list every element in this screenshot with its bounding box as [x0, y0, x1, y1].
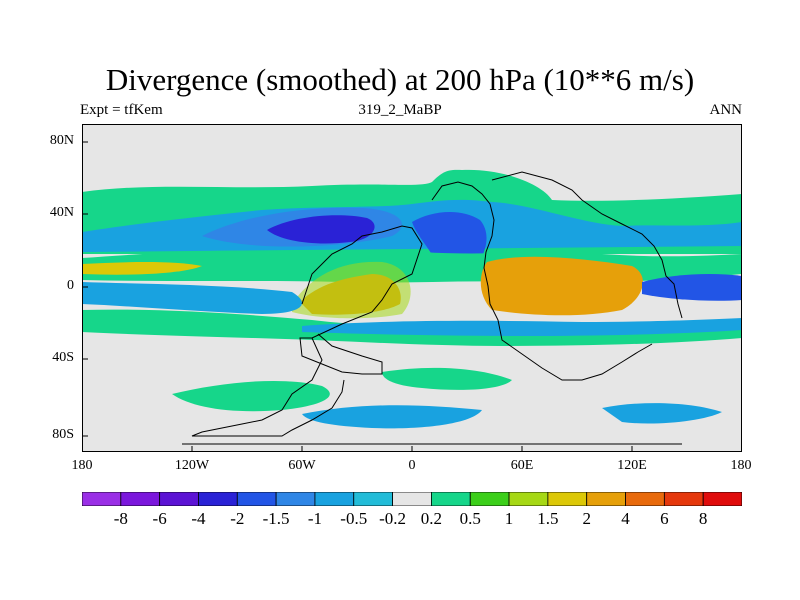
colorbar-label: 0.2: [420, 509, 443, 528]
colorbar-label: -4: [191, 509, 206, 528]
colorbar-box: [198, 492, 238, 506]
contour-indian-ocean-orange: [480, 256, 643, 316]
experiment-label: Expt = tfKem: [80, 102, 163, 118]
colorbar-box: [663, 492, 704, 506]
colorbar-box: [586, 492, 626, 506]
colorbar-label: -2: [230, 509, 245, 528]
colorbar-box: [236, 492, 277, 506]
x-tick-label: 180: [71, 458, 93, 473]
coastline-asia: [491, 171, 683, 319]
colorbar: [82, 492, 742, 506]
contour-pacific-equatorial-blue: [642, 274, 742, 301]
season-label: ANN: [709, 102, 743, 118]
coastline-europe-africa: [431, 181, 653, 381]
colorbar-box: [82, 492, 122, 506]
colorbar-box: [314, 492, 355, 506]
colorbar-box: [275, 492, 316, 506]
y-tick-label: 80S: [52, 427, 74, 442]
colorbar-label: -8: [113, 509, 128, 528]
x-tick-label: 60E: [510, 458, 534, 473]
colorbar-box: [353, 492, 393, 506]
colorbar-label: 1.5: [537, 509, 559, 528]
contour-north-dark-core: [267, 215, 375, 244]
contour-atlantic-yellow: [292, 261, 411, 319]
contour-south-pacific-blue: [302, 403, 722, 429]
colorbar-label: 2: [582, 509, 591, 528]
x-tick-label: 120E: [617, 458, 647, 473]
colorbar-label: 6: [660, 509, 669, 528]
colorbar-box: [547, 492, 588, 506]
y-tick-label: 40N: [49, 205, 74, 220]
contour-southern-green-patches: [172, 367, 512, 412]
colorbar-box: [469, 492, 510, 506]
y-tick-label: 40S: [52, 350, 74, 365]
divergence-map: [82, 124, 742, 452]
colorbar-box: [431, 492, 471, 506]
contour-pacific-blue: [82, 282, 302, 314]
colorbar-box: [702, 492, 742, 506]
colorbar-label: -0.5: [340, 509, 368, 528]
colorbar-box: [508, 492, 549, 506]
colorbar-label: -0.2: [379, 509, 407, 528]
colorbar-box: [159, 492, 199, 506]
coastline-americas: [299, 225, 423, 375]
colorbar-box: [392, 492, 432, 506]
colorbar-label: 4: [621, 509, 630, 528]
colorbar-box: [625, 492, 665, 506]
colorbar-label: 0.5: [459, 509, 481, 528]
x-tick-label: 0: [408, 458, 416, 473]
x-tick-label: 120W: [174, 458, 210, 473]
map-title: Divergence (smoothed) at 200 hPa (10**6 …: [105, 62, 695, 97]
axis-ticks: [82, 141, 633, 452]
y-tick-label: 0: [67, 278, 74, 293]
colorbar-label: 8: [698, 509, 708, 528]
x-tick-label: 60W: [288, 458, 316, 473]
colorbar-box: [120, 492, 161, 506]
case-label: 319_2_MaBP: [358, 102, 442, 118]
coastlines: [182, 171, 683, 445]
contour-equatorial-yellow: [82, 262, 202, 275]
coastline-south-america: [191, 337, 345, 437]
x-tick-label: 180: [730, 458, 752, 473]
colorbar-label: -1.5: [262, 509, 290, 528]
colorbar-label: 1: [504, 509, 514, 528]
colorbar-label: -1: [307, 509, 323, 528]
colorbar-label: -6: [152, 509, 167, 528]
contour-southern-blue-band: [302, 318, 742, 336]
y-tick-label: 80N: [49, 133, 74, 148]
